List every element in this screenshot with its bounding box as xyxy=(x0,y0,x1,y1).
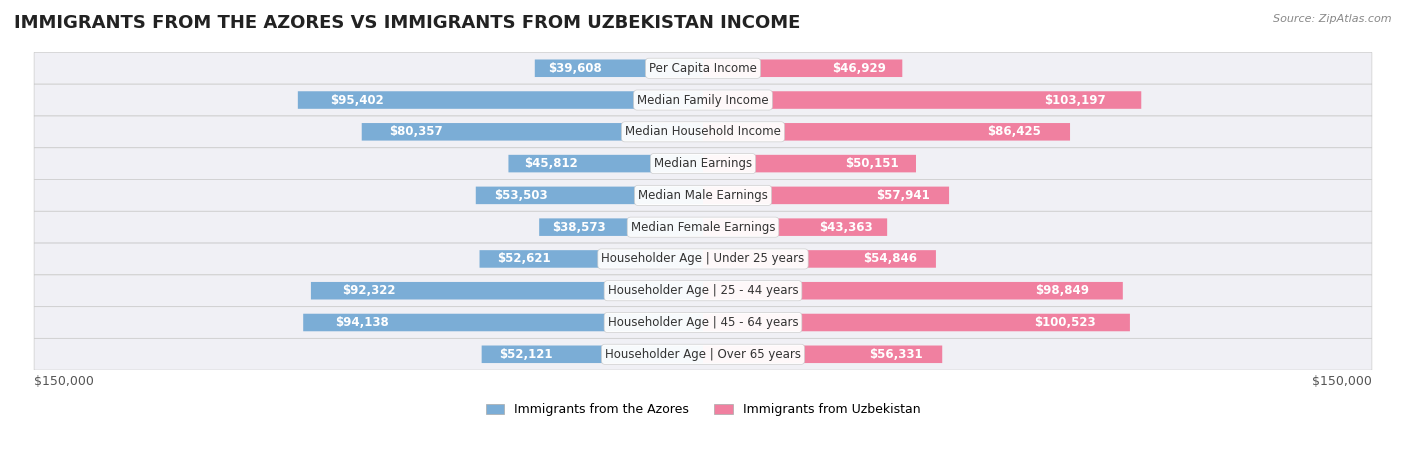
FancyBboxPatch shape xyxy=(703,91,1142,109)
Text: $86,425: $86,425 xyxy=(987,125,1040,138)
Text: $103,197: $103,197 xyxy=(1045,93,1107,106)
FancyBboxPatch shape xyxy=(703,250,936,268)
Text: Median Family Income: Median Family Income xyxy=(637,93,769,106)
FancyBboxPatch shape xyxy=(361,123,703,141)
Text: $54,846: $54,846 xyxy=(863,253,917,265)
FancyBboxPatch shape xyxy=(34,243,1372,275)
FancyBboxPatch shape xyxy=(34,212,1372,243)
Text: $95,402: $95,402 xyxy=(330,93,384,106)
FancyBboxPatch shape xyxy=(703,219,887,236)
Text: $52,121: $52,121 xyxy=(499,348,553,361)
FancyBboxPatch shape xyxy=(34,116,1372,148)
FancyBboxPatch shape xyxy=(475,187,703,204)
Legend: Immigrants from the Azores, Immigrants from Uzbekistan: Immigrants from the Azores, Immigrants f… xyxy=(481,398,925,421)
Text: $38,573: $38,573 xyxy=(553,221,606,234)
Text: $43,363: $43,363 xyxy=(818,221,873,234)
FancyBboxPatch shape xyxy=(534,59,703,77)
Text: $45,812: $45,812 xyxy=(524,157,578,170)
Text: $100,523: $100,523 xyxy=(1035,316,1095,329)
Text: Median Household Income: Median Household Income xyxy=(626,125,780,138)
FancyBboxPatch shape xyxy=(703,123,1070,141)
Text: Source: ZipAtlas.com: Source: ZipAtlas.com xyxy=(1274,14,1392,24)
Text: Per Capita Income: Per Capita Income xyxy=(650,62,756,75)
Text: IMMIGRANTS FROM THE AZORES VS IMMIGRANTS FROM UZBEKISTAN INCOME: IMMIGRANTS FROM THE AZORES VS IMMIGRANTS… xyxy=(14,14,800,32)
FancyBboxPatch shape xyxy=(703,282,1123,299)
Text: $50,151: $50,151 xyxy=(845,157,898,170)
Text: $80,357: $80,357 xyxy=(389,125,443,138)
FancyBboxPatch shape xyxy=(311,282,703,299)
FancyBboxPatch shape xyxy=(34,339,1372,370)
FancyBboxPatch shape xyxy=(703,155,915,172)
FancyBboxPatch shape xyxy=(703,59,903,77)
FancyBboxPatch shape xyxy=(482,346,703,363)
FancyBboxPatch shape xyxy=(304,314,703,331)
Text: $57,941: $57,941 xyxy=(876,189,929,202)
FancyBboxPatch shape xyxy=(34,180,1372,211)
Text: $92,322: $92,322 xyxy=(342,284,395,297)
FancyBboxPatch shape xyxy=(703,187,949,204)
Text: Median Male Earnings: Median Male Earnings xyxy=(638,189,768,202)
Text: Householder Age | 25 - 44 years: Householder Age | 25 - 44 years xyxy=(607,284,799,297)
Text: $98,849: $98,849 xyxy=(1035,284,1090,297)
Text: $150,000: $150,000 xyxy=(34,375,94,388)
Text: Householder Age | Over 65 years: Householder Age | Over 65 years xyxy=(605,348,801,361)
FancyBboxPatch shape xyxy=(34,275,1372,306)
FancyBboxPatch shape xyxy=(509,155,703,172)
Text: Householder Age | Under 25 years: Householder Age | Under 25 years xyxy=(602,253,804,265)
Text: $39,608: $39,608 xyxy=(548,62,602,75)
Text: $56,331: $56,331 xyxy=(869,348,924,361)
FancyBboxPatch shape xyxy=(703,314,1130,331)
FancyBboxPatch shape xyxy=(34,52,1372,84)
Text: $94,138: $94,138 xyxy=(335,316,389,329)
Text: Householder Age | 45 - 64 years: Householder Age | 45 - 64 years xyxy=(607,316,799,329)
FancyBboxPatch shape xyxy=(34,307,1372,338)
Text: Median Female Earnings: Median Female Earnings xyxy=(631,221,775,234)
FancyBboxPatch shape xyxy=(34,148,1372,179)
Text: Median Earnings: Median Earnings xyxy=(654,157,752,170)
FancyBboxPatch shape xyxy=(703,346,942,363)
FancyBboxPatch shape xyxy=(538,219,703,236)
Text: $46,929: $46,929 xyxy=(832,62,886,75)
FancyBboxPatch shape xyxy=(34,84,1372,116)
Text: $150,000: $150,000 xyxy=(1312,375,1372,388)
Text: $53,503: $53,503 xyxy=(494,189,547,202)
FancyBboxPatch shape xyxy=(298,91,703,109)
Text: $52,621: $52,621 xyxy=(498,253,551,265)
FancyBboxPatch shape xyxy=(479,250,703,268)
